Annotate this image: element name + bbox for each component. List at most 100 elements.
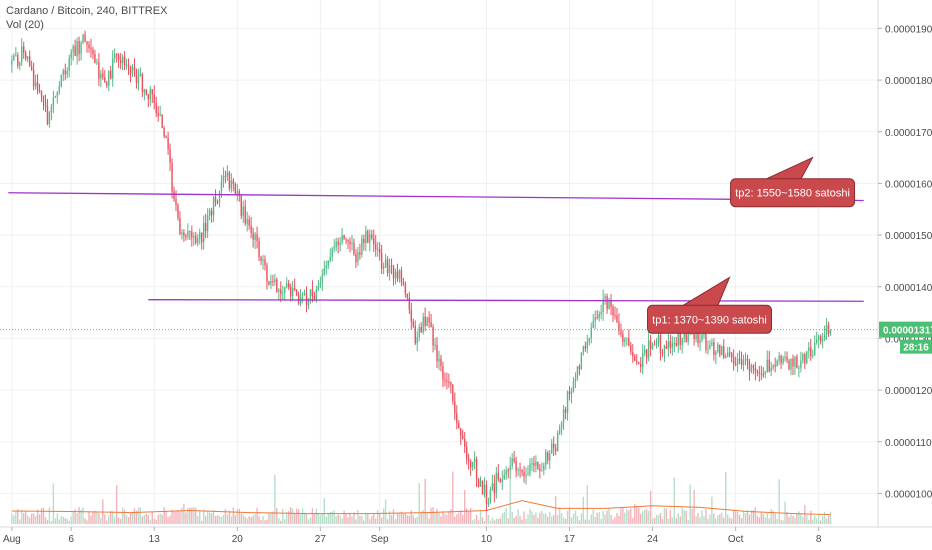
callouts[interactable]: tp2: 1550~1580 satoshi tp1: 1370~1390 sat… [647,156,856,334]
candle-body [84,34,86,42]
candle-body [558,428,561,434]
candle-body [657,335,660,343]
candle-body [402,282,405,285]
volume-bar [671,517,674,524]
candle-body [367,231,369,243]
volume-bar [711,496,713,524]
candle-body [256,234,258,242]
tp1-callout-box[interactable] [647,304,773,334]
candle-body [169,149,171,163]
candle-body [246,219,248,224]
volume-bar [471,520,474,524]
volume-bar [282,508,284,524]
candle-body [125,64,128,66]
candle-body [193,236,195,238]
volume-bar [264,520,266,524]
candle-body [786,356,788,361]
candle-body [303,293,306,295]
candle-body [119,60,122,64]
level-lines[interactable] [8,192,864,302]
candle-body [238,191,240,196]
volume-bar [560,513,563,524]
candle-body [68,57,70,71]
volume-bar [86,520,88,524]
candle-body [661,353,664,355]
candle-body [199,232,201,239]
volume-bar [612,519,614,524]
volume-bar [216,515,219,524]
candle-body [614,315,616,317]
candle-body [659,335,662,354]
candle-body [499,479,502,483]
candle-body [86,41,88,45]
candle-body [699,340,701,344]
candle-body [106,82,108,86]
candle-body [163,127,165,137]
candle-body [355,253,357,263]
candle-body [817,336,820,340]
time-tick-label: 27 [315,534,327,545]
candle-body [774,365,776,367]
candle-body [349,241,351,245]
candle-body [58,86,61,92]
tp1-level-line[interactable] [148,299,864,302]
volume-bar [829,511,832,524]
volume-bar [34,516,37,524]
volume-bar [730,518,733,524]
candle-body [147,94,150,100]
volume-bar [351,516,353,524]
volume-bar [418,483,420,524]
candle-body [525,474,527,477]
volume-bar [723,517,725,524]
candle-body [333,247,335,249]
candle-body [465,446,468,459]
candle-body [638,362,640,364]
candle-body [48,111,51,125]
candle-body [258,241,260,258]
volume-bar [319,515,322,524]
volume-bar [819,520,822,524]
volume-bar [810,510,812,524]
tp2-callout-box[interactable] [730,178,856,208]
countdown-label: 28:16 [903,343,929,354]
candle-body [422,316,424,333]
candle-body [460,428,462,436]
candle-body [270,281,272,285]
candle-body [175,199,177,206]
candle-body [705,333,707,350]
volume-bar [222,514,225,524]
volume-bar [339,515,341,524]
volume-bar [115,485,118,524]
volume-bar [825,518,828,524]
candle-body [376,248,379,250]
candle-body [815,339,818,344]
volume-bar [171,510,173,524]
candle-body [556,433,559,452]
candle-body [819,336,822,342]
candle-body [477,478,480,487]
candle-body [232,180,235,185]
volume-bar [157,514,159,524]
candle-body [311,289,314,297]
candle-body [452,384,454,402]
volume-bar [66,518,68,524]
volume-bar [725,472,727,524]
candle-body [426,317,428,327]
volume-bar [568,507,571,524]
candle-body [776,360,778,367]
candle-body [481,480,484,495]
candle-body [242,206,244,217]
tp2-level-line[interactable] [8,192,864,202]
volume-bar [295,508,298,524]
candle-body [762,374,765,376]
time-tick-label: 13 [149,534,161,545]
volume-bar [197,516,199,524]
volume-bar [256,507,258,524]
candle-body [608,300,610,310]
volume-bar [74,509,76,524]
candle-body [123,56,126,66]
volume-bar [311,508,314,524]
